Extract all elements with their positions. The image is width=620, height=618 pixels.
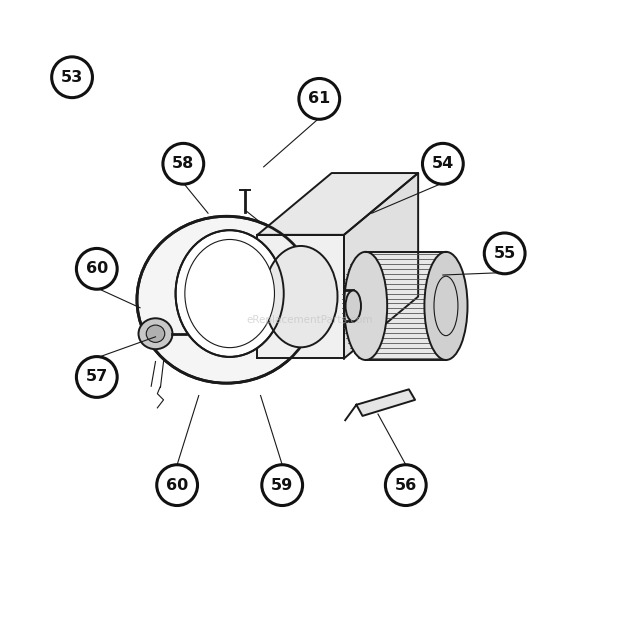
Ellipse shape xyxy=(345,290,361,321)
Text: 59: 59 xyxy=(271,478,293,493)
Circle shape xyxy=(262,465,303,506)
Text: 60: 60 xyxy=(86,261,108,276)
Circle shape xyxy=(157,465,198,506)
Ellipse shape xyxy=(138,318,172,349)
FancyBboxPatch shape xyxy=(366,252,446,360)
Text: 56: 56 xyxy=(395,478,417,493)
Polygon shape xyxy=(344,173,418,358)
Text: 61: 61 xyxy=(308,91,330,106)
Circle shape xyxy=(386,465,426,506)
Text: eReplacementParts.com: eReplacementParts.com xyxy=(247,315,373,324)
Circle shape xyxy=(163,143,204,184)
Ellipse shape xyxy=(146,325,165,342)
Text: 60: 60 xyxy=(166,478,188,493)
Circle shape xyxy=(422,143,463,184)
Text: 57: 57 xyxy=(86,370,108,384)
Polygon shape xyxy=(257,235,344,358)
Ellipse shape xyxy=(344,252,387,360)
Ellipse shape xyxy=(185,240,275,347)
Circle shape xyxy=(51,57,92,98)
Text: 53: 53 xyxy=(61,70,83,85)
Ellipse shape xyxy=(264,246,337,347)
Text: 54: 54 xyxy=(432,156,454,171)
Polygon shape xyxy=(356,389,415,416)
Ellipse shape xyxy=(175,231,284,357)
Text: 55: 55 xyxy=(494,246,516,261)
Circle shape xyxy=(299,78,340,119)
Circle shape xyxy=(76,248,117,289)
Circle shape xyxy=(484,233,525,274)
Ellipse shape xyxy=(425,252,467,360)
Text: 58: 58 xyxy=(172,156,195,171)
Polygon shape xyxy=(257,173,418,235)
Circle shape xyxy=(76,357,117,397)
Ellipse shape xyxy=(137,216,316,383)
